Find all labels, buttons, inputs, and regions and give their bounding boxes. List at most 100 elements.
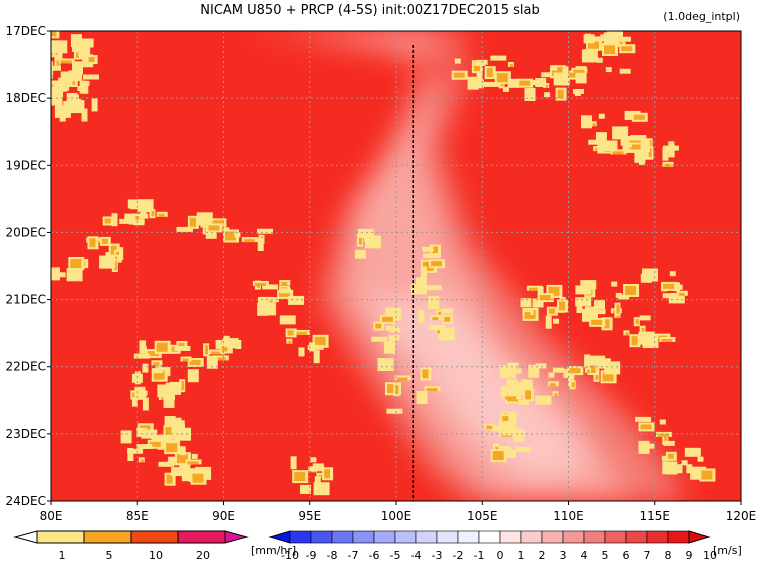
precip-cell-moderate	[396, 377, 408, 381]
precip-cell	[133, 220, 145, 226]
u850-colorbar-left-arrow	[268, 530, 291, 544]
precip-cell	[314, 476, 321, 486]
precip-cell	[545, 315, 552, 329]
precip-cell	[588, 139, 605, 145]
prcp-colorbar: 1 5 10 20 [mm/hr]	[13, 530, 296, 561]
precip-cell	[422, 246, 434, 252]
precip-cell	[662, 461, 669, 475]
precip-cell-moderate	[314, 336, 326, 346]
precip-cell	[313, 482, 330, 496]
precip-cell-moderate	[153, 362, 160, 366]
precip-cell	[66, 268, 83, 282]
u850-colorbar-swatch	[646, 530, 669, 544]
plot-area	[43, 31, 741, 501]
precip-cell-moderate	[422, 261, 434, 271]
precip-cell	[596, 57, 603, 63]
precip-cell-moderate	[621, 46, 633, 52]
u850-colorbar-swatch	[331, 530, 354, 544]
u850-colorbar-label: -5	[390, 549, 401, 561]
precip-cell-moderate	[140, 459, 144, 463]
precip-cell-moderate	[592, 123, 596, 127]
precip-cell	[313, 350, 320, 364]
precip-cell	[43, 81, 49, 90]
precip-cell-moderate	[432, 317, 439, 321]
precip-cell-moderate	[548, 286, 560, 296]
precip-cell	[51, 86, 68, 92]
precip-cell-moderate	[296, 331, 307, 335]
precip-cell-moderate	[181, 381, 185, 391]
precip-cell-moderate	[604, 45, 615, 54]
precip-cell-moderate	[210, 351, 222, 355]
precip-cell	[521, 379, 533, 393]
precip-cell	[206, 355, 218, 369]
x-tick-label: 115E	[640, 509, 671, 523]
precip-cell	[117, 247, 124, 261]
precip-cell-moderate	[571, 382, 575, 388]
precip-cell	[595, 132, 607, 142]
precip-cell-moderate	[387, 384, 398, 394]
u850-colorbar-label: 10	[703, 549, 717, 561]
u850-colorbar: -10 -9 -8 -7 -6 -5 -4 -3 -2 -1 0 1 2 3 4 5 6 7 8 9 10[m/s]	[268, 530, 742, 561]
u850-colorbar-label: 0	[497, 549, 504, 561]
precip-cell-moderate	[166, 443, 178, 453]
u850-colorbar-label: 9	[686, 549, 693, 561]
precip-cell	[429, 324, 446, 330]
precip-cell	[151, 436, 163, 442]
precip-cell	[70, 34, 82, 48]
precip-cell	[164, 416, 176, 429]
precip-cell-moderate	[591, 319, 603, 325]
precip-cell	[611, 281, 618, 287]
precip-cell	[551, 65, 558, 71]
precip-cell	[517, 399, 529, 405]
precip-cell	[66, 93, 78, 102]
precip-cell	[552, 367, 564, 373]
precip-cell	[72, 61, 83, 75]
precip-cell-moderate	[496, 73, 508, 83]
precip-cell	[535, 395, 552, 405]
u850-colorbar-swatch	[352, 530, 375, 544]
precip-cell-moderate	[554, 393, 558, 397]
precip-cell-moderate	[149, 441, 161, 447]
x-tick-label: 85E	[126, 509, 149, 523]
u850-colorbar-swatch	[436, 530, 459, 544]
precip-cell	[176, 226, 193, 232]
precip-cell-moderate	[658, 433, 669, 437]
precip-cell	[604, 32, 615, 46]
precip-cell	[279, 288, 291, 294]
precip-cell	[142, 363, 149, 373]
precip-cell	[619, 68, 631, 74]
precip-cell	[196, 212, 213, 226]
precip-cell	[507, 362, 519, 368]
precip-cell-moderate	[519, 80, 531, 86]
precip-cell	[386, 408, 403, 414]
precip-cell	[454, 58, 461, 64]
u850-colorbar-swatch	[415, 530, 438, 544]
precip-cell-moderate	[552, 67, 563, 77]
x-tick-labels: 80E 85E 90E 95E 100E 105E 110E 115E 120E	[40, 501, 756, 523]
precip-cell	[141, 429, 158, 439]
precip-cell	[139, 340, 146, 354]
precip-cell	[594, 309, 606, 315]
precip-cell	[668, 144, 675, 158]
precip-cell-moderate	[557, 89, 564, 99]
u850-colorbar-swatch	[478, 530, 501, 544]
precip-cell-moderate	[279, 291, 291, 297]
u850-colorbar-label: -10	[281, 549, 299, 561]
x-tick-label: 105E	[467, 509, 498, 523]
precip-cell-moderate	[505, 396, 517, 400]
precip-cell-moderate	[70, 259, 82, 268]
precip-cell-moderate	[612, 151, 624, 155]
precip-cell-moderate	[595, 370, 599, 380]
precip-cell-moderate	[648, 140, 652, 150]
precip-cell-moderate	[678, 292, 685, 296]
precip-cell-moderate	[661, 339, 673, 342]
precip-cell-moderate	[116, 251, 120, 255]
precip-cell	[71, 72, 83, 81]
precip-cell	[158, 461, 175, 467]
precip-cell	[676, 464, 683, 474]
precip-cell	[581, 115, 592, 129]
precip-cell	[483, 81, 500, 87]
u850-colorbar-swatch	[604, 530, 627, 544]
precip-cell-moderate	[158, 213, 165, 217]
precip-cell	[120, 430, 132, 444]
